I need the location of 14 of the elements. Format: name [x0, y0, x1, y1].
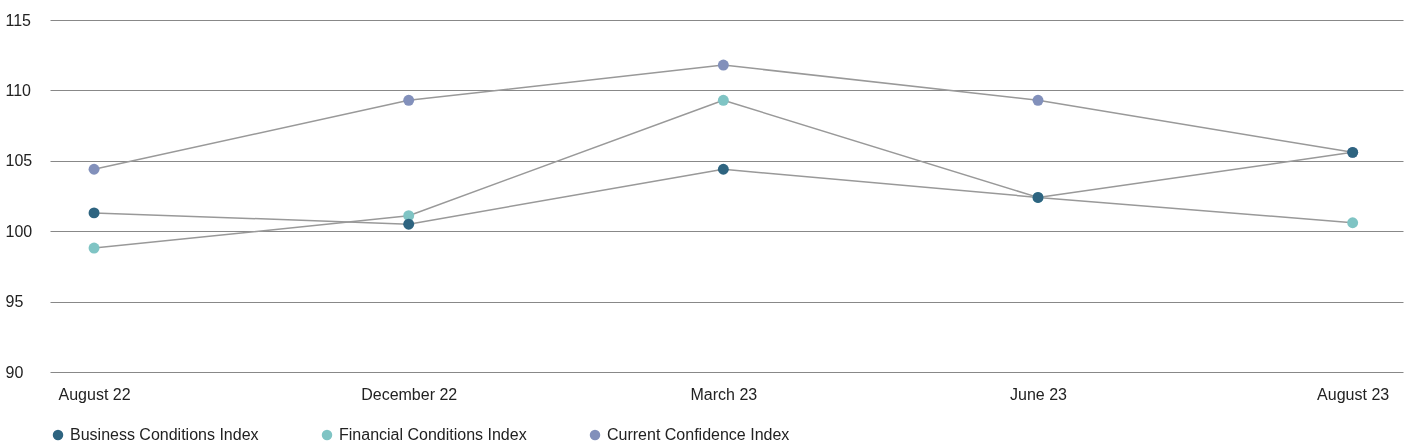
x-tick-label: June 23 [1010, 385, 1068, 403]
x-tick-label: August 23 [1317, 385, 1390, 403]
y-tick-label: 115 [5, 11, 32, 29]
y-tick-label: 110 [5, 81, 32, 99]
legend-label: Business Conditions Index [70, 426, 259, 443]
x-tick-label: March 23 [690, 385, 758, 403]
legend-label: Current Confidence Index [607, 426, 790, 443]
legend-label: Financial Conditions Index [339, 426, 527, 443]
x-tick-label: December 22 [361, 385, 458, 403]
y-tick-label: 100 [5, 222, 33, 240]
y-tick-label: 105 [5, 152, 33, 170]
y-tick-label: 90 [5, 363, 24, 381]
y-tick-label: 95 [5, 293, 24, 311]
x-tick-label: August 22 [58, 385, 131, 403]
